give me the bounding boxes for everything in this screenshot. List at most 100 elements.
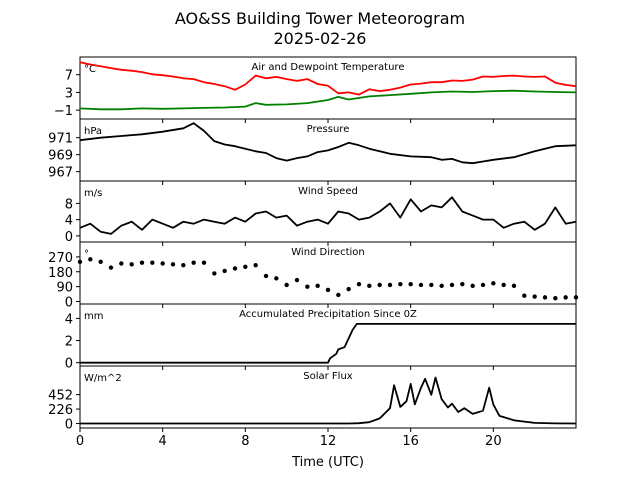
- series-1-point: [274, 276, 279, 281]
- series-1-point: [325, 287, 331, 293]
- series-1-point: [170, 262, 176, 267]
- series-1-point: [243, 264, 248, 269]
- series-1-point: [511, 283, 517, 289]
- series-1-point: [480, 282, 486, 288]
- series-1-point: [222, 268, 227, 274]
- y-tick-label: 4: [65, 214, 73, 229]
- panel-title: Solar Flux: [303, 371, 353, 382]
- series-1-point: [491, 281, 496, 286]
- y-tick-label: 226: [48, 403, 73, 418]
- series-1-point: [150, 260, 155, 265]
- x-tick-label: 4: [159, 434, 167, 449]
- x-axis-label: Time (UTC): [291, 455, 364, 470]
- figure-title: AO&SS Building Tower Meteorogram: [175, 9, 465, 28]
- series-1-point: [398, 281, 403, 287]
- series-1-point: [212, 271, 217, 276]
- x-tick-label: 16: [402, 434, 419, 449]
- y-tick-label: 0: [65, 296, 73, 311]
- y-tick-label: 452: [48, 389, 73, 404]
- series-1-point: [522, 293, 527, 298]
- y-tick-label: 90: [56, 281, 73, 296]
- series-1-point: [88, 257, 93, 262]
- series-1-point: [563, 295, 568, 300]
- series-1-point: [449, 282, 455, 288]
- series-1-point: [305, 284, 310, 289]
- unit-label: m/s: [84, 188, 102, 199]
- series-1-point: [77, 259, 83, 265]
- series-1-point: [139, 260, 145, 265]
- series-1-point: [418, 282, 424, 288]
- series-1-point: [336, 292, 341, 298]
- y-tick-label: −1: [54, 104, 73, 119]
- panel-title: Wind Speed: [298, 186, 358, 197]
- x-tick-label: 8: [241, 434, 249, 449]
- unit-label: hPa: [84, 126, 102, 137]
- y-tick-label: 8: [65, 197, 73, 212]
- x-tick-label: 20: [485, 434, 502, 449]
- series-1-line: [79, 196, 577, 235]
- panel-title: Wind Direction: [291, 247, 365, 258]
- y-tick-label: 3: [65, 86, 73, 101]
- y-tick-label: 0: [65, 230, 73, 245]
- unit-label: mm: [84, 311, 103, 322]
- series-1-point: [367, 283, 372, 289]
- series-1-point: [160, 261, 165, 266]
- x-tick-label: 12: [320, 434, 337, 449]
- series-1-point: [181, 262, 186, 268]
- series-1-point: [108, 265, 114, 270]
- series-1-point: [460, 281, 465, 287]
- series-1-point: [294, 277, 300, 283]
- series-1-point: [315, 283, 320, 289]
- unit-label: W/m^2: [84, 373, 122, 384]
- series-1-point: [253, 262, 258, 268]
- x-axis: 0 4 8 12 16 20: [76, 434, 502, 449]
- series-1-point: [263, 273, 269, 279]
- series-1-line: [80, 376, 577, 425]
- series-1-point: [429, 282, 434, 288]
- series-1-point: [501, 282, 506, 288]
- panels: Air and Dewpoint Temperature °C −1 3 7 Pressu…: [48, 56, 579, 433]
- y-tick-label: 2: [65, 335, 73, 350]
- series-1-line: [79, 122, 577, 165]
- series-1-point: [191, 260, 196, 265]
- series-1-point: [232, 266, 238, 271]
- series-1-point: [532, 294, 537, 299]
- unit-label: °: [84, 249, 89, 260]
- series-1-point: [439, 283, 444, 289]
- series-1-point: [119, 261, 124, 266]
- y-tick-label: 270: [48, 251, 73, 266]
- series-1-point: [201, 260, 207, 265]
- panel-title: Pressure: [307, 124, 350, 135]
- series-1-point: [284, 282, 289, 288]
- y-tick-label: 0: [65, 357, 73, 372]
- y-tick-label: 4: [65, 312, 73, 327]
- unit-label: °C: [84, 64, 96, 75]
- series-1-point: [98, 259, 103, 265]
- figure-subtitle: 2025-02-26: [274, 29, 367, 48]
- series-1-point: [356, 281, 362, 287]
- series-1-line: [79, 61, 577, 96]
- series-1-point: [542, 295, 548, 300]
- x-tick-label: 0: [76, 434, 84, 449]
- series-1-point: [573, 295, 579, 300]
- series-2-line: [79, 89, 577, 111]
- panel-2: Pressure hPa 967 969 971: [48, 118, 577, 185]
- y-tick-label: 969: [48, 149, 73, 164]
- y-tick-label: 7: [65, 69, 73, 84]
- series-1-point: [346, 286, 351, 292]
- series-1-point: [553, 296, 558, 301]
- series-1-point: [387, 282, 393, 288]
- y-tick-label: 971: [48, 132, 73, 147]
- panel-title: Accumulated Precipitation Since 0Z: [239, 309, 417, 320]
- y-tick-label: 0: [65, 418, 73, 433]
- y-tick-label: 967: [48, 166, 73, 181]
- series-1-point: [408, 281, 413, 287]
- series-1-point: [377, 282, 382, 288]
- y-tick-label: 180: [48, 266, 73, 281]
- series-1-point: [470, 283, 475, 289]
- series-1-line: [80, 322, 576, 364]
- series-1-point: [129, 262, 134, 267]
